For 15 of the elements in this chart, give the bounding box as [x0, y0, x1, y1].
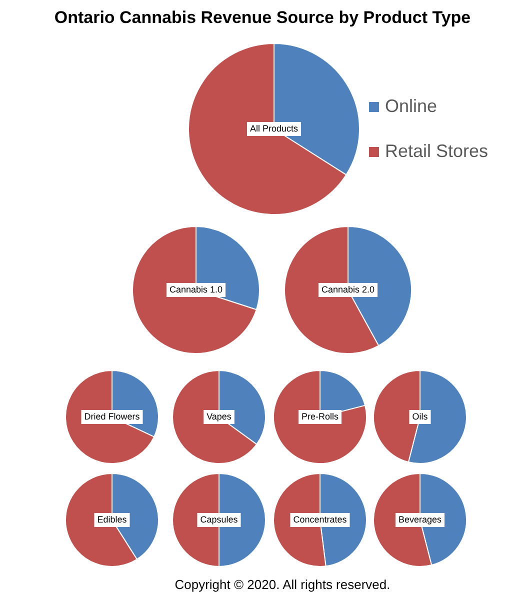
text: Dried Flowers — [84, 411, 140, 422]
text: Cannabis 1.0 — [169, 284, 223, 294]
text: All Products — [250, 123, 299, 134]
text: Concentrates — [293, 514, 348, 524]
text: Copyright © 2020. All rights reserved. — [174, 577, 392, 592]
text: Edibles — [97, 514, 128, 524]
text: Beverages — [398, 514, 442, 524]
chart-title: Ontario Cannabis Revenue Source by Product Type — [53, 8, 472, 28]
text: Capsules — [200, 514, 238, 524]
text: Oils — [412, 411, 428, 422]
legend-label: Retail Stores — [385, 141, 488, 162]
text: Pre-Rolls — [301, 411, 339, 422]
text: Cannabis 2.0 — [321, 284, 375, 294]
text: Vapes — [206, 411, 232, 422]
legend-label: Online — [385, 96, 438, 117]
